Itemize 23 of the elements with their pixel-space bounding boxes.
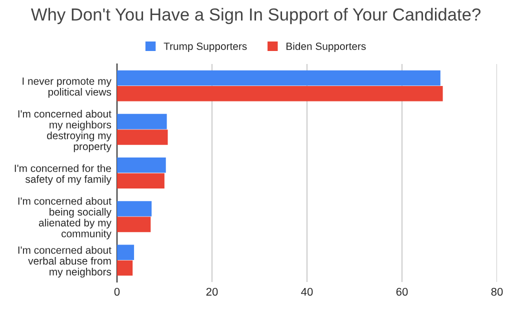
bar [117,244,134,260]
x-tick-label: 80 [491,288,503,296]
bar [117,130,168,145]
x-tick-label: 20 [206,288,218,296]
y-tick-label: I'm concerned about my neighbors destroying my property [18,110,112,152]
bar [117,216,151,232]
bar [117,86,443,102]
y-tick-label: I'm concerned for the safety of my family [14,164,112,185]
bar [117,114,167,130]
chart-title: Why Don't You Have a Sign In Support of Your Candidate? [30,8,480,24]
y-tick-label: I'm concerned about being socially alienated by my community [18,197,112,240]
bar [117,173,164,188]
bar [117,201,152,216]
bar [117,70,440,86]
legend-label: Trump Supporters [164,42,247,52]
bar [117,260,133,276]
x-tick-label: 60 [396,288,408,296]
bar [117,158,166,173]
x-tick-label: 40 [301,288,313,296]
y-tick-label: I never promote my political views [22,78,112,98]
x-tick-label: 0 [114,288,120,296]
legend-label: Biden Supporters [286,42,366,52]
y-tick-label: I'm concerned about verbal abuse from my neighbors [18,246,112,278]
